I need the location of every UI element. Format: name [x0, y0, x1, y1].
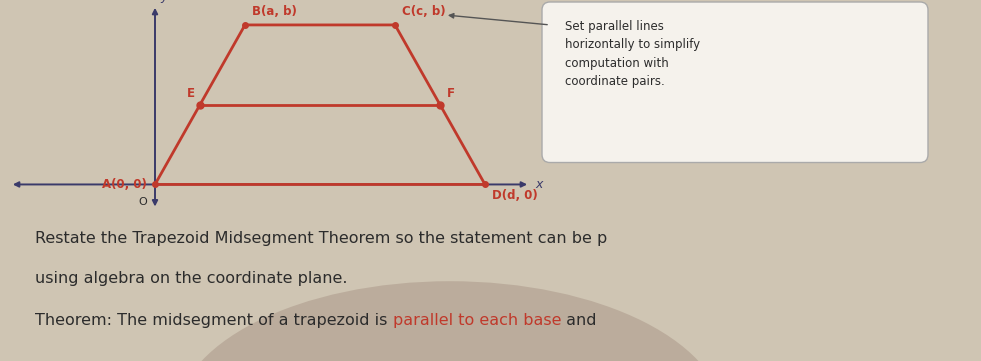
Text: Set parallel lines
horizontally to simplify
computation with
coordinate pairs.: Set parallel lines horizontally to simpl…: [565, 20, 700, 88]
Text: A(0, 0): A(0, 0): [102, 178, 147, 191]
FancyBboxPatch shape: [542, 2, 928, 162]
Text: E: E: [187, 87, 195, 100]
Text: y: y: [160, 0, 168, 3]
Text: F: F: [447, 87, 455, 100]
Text: Theorem: The midsegment of a trapezoid is: Theorem: The midsegment of a trapezoid i…: [35, 313, 392, 328]
Text: and: and: [561, 313, 596, 328]
Text: B(a, b): B(a, b): [252, 5, 297, 18]
Text: using algebra on the coordinate plane.: using algebra on the coordinate plane.: [35, 271, 347, 286]
Text: C(c, b): C(c, b): [402, 5, 445, 18]
Text: parallel to each base: parallel to each base: [392, 313, 561, 328]
Text: Restate the Trapezoid Midsegment Theorem so the statement can be p: Restate the Trapezoid Midsegment Theorem…: [35, 231, 607, 246]
Ellipse shape: [175, 281, 725, 361]
Text: x: x: [535, 178, 542, 191]
Text: O: O: [138, 197, 147, 207]
Text: D(d, 0): D(d, 0): [492, 190, 538, 203]
